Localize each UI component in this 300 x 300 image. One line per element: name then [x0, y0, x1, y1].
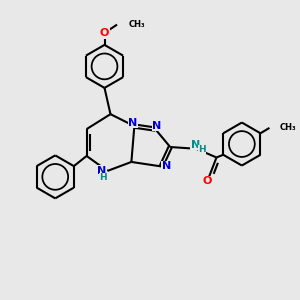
Text: N: N — [152, 121, 161, 130]
Text: H: H — [198, 146, 206, 154]
Text: H: H — [99, 173, 107, 182]
Text: N: N — [128, 118, 137, 128]
Text: CH₃: CH₃ — [128, 20, 145, 29]
Text: O: O — [203, 176, 212, 186]
Text: O: O — [100, 28, 109, 38]
Text: N: N — [98, 166, 107, 176]
Text: N: N — [162, 161, 171, 171]
Text: N: N — [191, 140, 200, 150]
Text: CH₃: CH₃ — [280, 123, 296, 132]
